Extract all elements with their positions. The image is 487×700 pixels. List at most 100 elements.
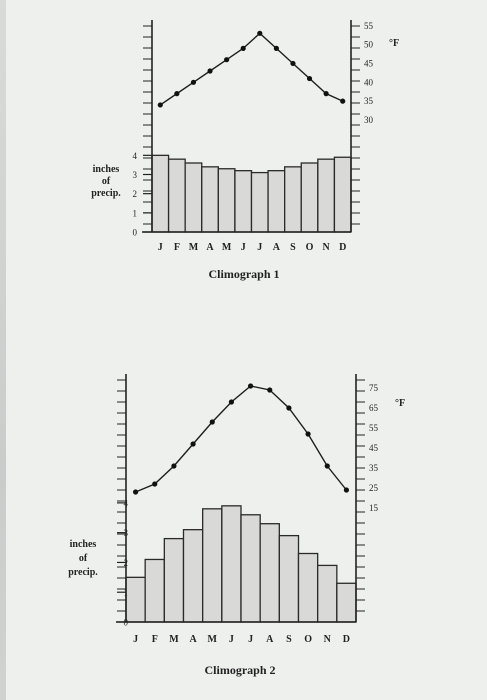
precip-bar — [221, 505, 242, 623]
month-label: D — [343, 634, 350, 645]
precip-bar — [297, 552, 319, 623]
temp-point — [207, 68, 213, 74]
precip-bar — [202, 508, 223, 623]
temp-point — [209, 419, 215, 425]
precip-bar — [336, 582, 357, 623]
month-label: J — [248, 634, 253, 645]
temp-point — [273, 45, 279, 51]
precip-bar — [125, 576, 146, 623]
month-label: A — [189, 634, 197, 645]
temp-tick-label: 30 — [364, 115, 374, 125]
temp-line — [135, 385, 347, 493]
temp-point — [171, 463, 177, 469]
temp-tick-label: 35 — [364, 96, 374, 106]
temp-point — [224, 57, 230, 63]
precip-bar — [240, 514, 261, 623]
precip-axis-label: inches — [93, 164, 120, 175]
month-label: A — [273, 242, 281, 253]
month-label: N — [324, 634, 332, 645]
precip-tick-label: 4 — [124, 498, 129, 508]
temp-point — [247, 383, 254, 389]
precip-tick-label: 3 — [124, 528, 129, 538]
temp-unit-label: °F — [389, 38, 399, 49]
temp-point — [267, 387, 273, 393]
month-label: N — [323, 242, 331, 253]
precip-bar — [201, 166, 219, 233]
precip-tick-label: 3 — [133, 170, 138, 180]
month-label: J — [158, 242, 163, 253]
precip-bar — [250, 171, 269, 233]
temp-point — [132, 489, 139, 495]
temp-point — [323, 91, 329, 97]
temp-point — [190, 79, 197, 85]
month-label: O — [306, 242, 314, 253]
month-label: M — [208, 634, 218, 645]
temp-point — [190, 441, 196, 447]
temp-point — [306, 75, 313, 82]
precip-bar — [163, 537, 185, 623]
precip-axis-label: inches — [70, 539, 97, 550]
temp-tick-label: 55 — [364, 21, 374, 31]
month-label: M — [189, 242, 199, 253]
temp-point — [286, 405, 292, 411]
temp-tick-label: 35 — [369, 463, 379, 473]
temp-tick-label: 15 — [369, 503, 379, 513]
month-label: S — [286, 634, 292, 645]
temp-point — [290, 60, 296, 67]
temp-tick-label: 45 — [369, 443, 379, 453]
temp-point — [324, 463, 330, 469]
temp-tick-label: 75 — [369, 383, 379, 393]
chart-title: Climograph 2 — [204, 663, 275, 677]
month-label: F — [152, 634, 158, 645]
precip-bar — [317, 158, 336, 233]
month-label: M — [169, 634, 179, 645]
temp-point — [257, 30, 263, 36]
precip-bar — [267, 170, 286, 233]
chart-title: Climograph 1 — [208, 267, 279, 281]
temp-line — [159, 32, 343, 106]
precip-bar — [144, 558, 165, 623]
precip-axis-label: of — [102, 176, 111, 187]
temp-point — [152, 481, 158, 487]
precip-axis-label: precip. — [91, 188, 121, 199]
month-label: J — [257, 242, 262, 253]
precip-bar — [278, 534, 300, 623]
temp-tick-label: 25 — [369, 483, 379, 493]
precip-tick-label: 1 — [133, 208, 138, 218]
precip-tick-label: 1 — [124, 588, 129, 598]
precip-bar — [259, 523, 280, 623]
temp-point — [240, 45, 246, 51]
precip-bar — [333, 156, 352, 233]
precip-axis-label: of — [79, 553, 88, 564]
month-label: D — [339, 242, 346, 253]
month-label: A — [266, 634, 274, 645]
temp-point — [340, 98, 346, 104]
precip-bar — [167, 158, 186, 233]
precip-bar — [234, 170, 253, 233]
precip-bar — [151, 154, 170, 233]
temp-unit-label: °F — [395, 398, 405, 409]
temp-point — [228, 399, 235, 405]
precip-tick-label: 2 — [133, 189, 138, 199]
temp-tick-label: 40 — [364, 77, 374, 87]
precip-bar — [182, 529, 204, 623]
precip-tick-label: 0 — [124, 618, 129, 628]
precip-tick-label: 2 — [124, 558, 129, 568]
temp-point — [343, 487, 350, 493]
precip-bar — [284, 166, 302, 233]
temp-point — [157, 102, 163, 108]
temp-point — [305, 431, 311, 437]
precip-bar — [317, 564, 338, 623]
precip-bar — [217, 168, 236, 233]
month-label: J — [229, 634, 234, 645]
month-label: J — [241, 242, 246, 253]
month-label: J — [133, 634, 138, 645]
month-label: A — [206, 242, 214, 253]
precip-tick-label: 0 — [133, 228, 138, 238]
temp-tick-label: 65 — [369, 403, 379, 413]
precip-bar — [300, 162, 319, 233]
precip-tick-label: 4 — [133, 151, 138, 161]
